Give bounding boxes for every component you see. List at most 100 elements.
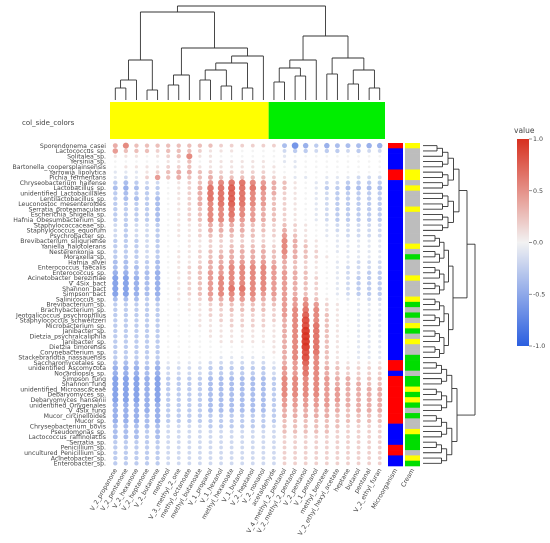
heatmap-cell (272, 424, 276, 429)
heatmap-cell (123, 222, 129, 228)
heatmap-cell (240, 318, 245, 323)
heatmap-cell (367, 350, 371, 354)
heatmap-cell (144, 307, 150, 312)
heatmap-cell (324, 386, 330, 392)
heatmap-cell (208, 329, 213, 333)
heatmap-cell (282, 217, 287, 222)
heatmap-cell (144, 328, 150, 334)
heatmap-cell (240, 329, 244, 333)
heatmap-cell (134, 259, 139, 265)
heatmap-cell (144, 370, 150, 376)
annotation-cell (388, 296, 403, 303)
heatmap-cell (313, 370, 320, 377)
heatmap-cell (272, 435, 276, 439)
heatmap-cell (198, 424, 202, 429)
heatmap-cell (282, 212, 287, 217)
heatmap-cell (346, 340, 350, 343)
heatmap-cell (292, 343, 299, 350)
heatmap-cell (282, 333, 287, 339)
annotation-cell (405, 169, 420, 176)
heatmap-cell (187, 265, 192, 270)
row-label: Debaryomyces_hansenii (30, 397, 106, 404)
heatmap-cell (229, 424, 234, 429)
heatmap-cell (313, 386, 320, 393)
heatmap-cell (281, 397, 288, 403)
heatmap-cell (112, 380, 119, 387)
heatmap-cell (293, 165, 297, 169)
heatmap-cell (155, 170, 160, 174)
row-label: Lactococcus_sp. (56, 148, 106, 155)
heatmap-cell (166, 192, 170, 195)
annotation-cell (405, 360, 420, 366)
annotation-cell (388, 386, 403, 393)
heatmap-cell (346, 308, 350, 312)
annotation-cell (405, 418, 420, 424)
heatmap-cell (314, 229, 318, 232)
heatmap-cell (228, 274, 235, 282)
heatmap-cell (145, 228, 149, 233)
heatmap-cell (293, 207, 297, 211)
heatmap-cell (177, 186, 181, 190)
heatmap-cell (261, 313, 266, 317)
row-label: unidentified_Microascaceae (20, 386, 106, 393)
heatmap-cell (144, 196, 150, 201)
heatmap-cell (251, 165, 255, 169)
heatmap-cell (113, 249, 118, 254)
col-side-colors-bar (110, 102, 385, 139)
heatmap-cell (282, 456, 287, 460)
heatmap-cell (113, 334, 118, 339)
heatmap-cell (133, 386, 140, 393)
heatmap-cell (377, 196, 382, 201)
heatmap-cell (335, 292, 339, 296)
heatmap-cell (293, 154, 297, 158)
heatmap-cell (240, 244, 245, 249)
heatmap-cell (260, 296, 266, 302)
annotation-cell (405, 238, 420, 244)
heatmap-cell (123, 323, 129, 328)
heatmap-cell (230, 149, 234, 153)
row-label: Lactobacillus_sp. (54, 185, 107, 192)
heatmap-cell (230, 339, 234, 344)
annotation-cell (405, 450, 420, 456)
heatmap-cell (366, 286, 372, 291)
heatmap-cell (336, 297, 339, 301)
heatmap-cell (113, 355, 118, 360)
heatmap-cell (208, 456, 213, 460)
heatmap-cell (335, 260, 339, 264)
heatmap-cell (346, 160, 350, 163)
annotation-cell (388, 153, 403, 160)
heatmap-cell (208, 159, 213, 164)
heatmap-cell (123, 264, 129, 270)
heatmap-cell (261, 424, 266, 429)
heatmap-cell (356, 418, 361, 424)
heatmap-cell (187, 212, 192, 217)
heatmap-cell (292, 407, 298, 413)
heatmap-cell (177, 340, 181, 343)
heatmap-cell (166, 292, 170, 296)
heatmap-cell (293, 181, 297, 185)
heatmap-cell (325, 282, 329, 285)
heatmap-cell (378, 160, 382, 163)
heatmap-cell (251, 149, 255, 153)
heatmap-cell (238, 200, 246, 208)
heatmap-cell (345, 376, 351, 382)
heatmap-cell (208, 227, 213, 233)
heatmap-cell (346, 450, 350, 455)
heatmap-cell (113, 312, 118, 318)
heatmap-cell (229, 222, 235, 228)
heatmap-cell (144, 418, 150, 424)
annotation-cell (405, 201, 420, 207)
heatmap-cell (144, 201, 150, 207)
heatmap-cell (346, 260, 350, 264)
heatmap-cell (239, 259, 245, 265)
heatmap-cell (346, 329, 350, 333)
heatmap-cell (176, 445, 181, 450)
heatmap-cell (272, 339, 276, 344)
heatmap-cell (335, 217, 340, 222)
heatmap-cell (123, 445, 129, 450)
annotation-cell (388, 455, 403, 462)
row-label: Pichia_fermentans (49, 175, 106, 182)
heatmap-cell (229, 254, 235, 260)
heatmap-cell (239, 222, 245, 228)
heatmap-cell (367, 445, 372, 450)
